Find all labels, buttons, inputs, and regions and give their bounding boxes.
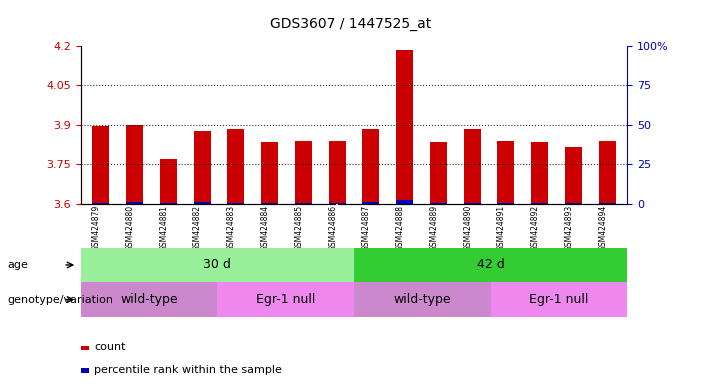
Bar [430,142,447,204]
Text: 30 d: 30 d [203,258,231,271]
Bar [362,129,379,204]
Bar [160,203,177,204]
Bar [354,282,491,317]
Text: GSM424880: GSM424880 [125,205,135,251]
Bar [81,282,217,317]
Text: Egr-1 null: Egr-1 null [529,293,589,306]
Text: GSM424881: GSM424881 [159,205,168,251]
Bar [295,203,312,204]
Bar [531,203,548,204]
Text: GSM424891: GSM424891 [497,205,506,251]
Text: age: age [7,260,28,270]
Bar [261,142,278,204]
Bar [81,248,354,282]
Bar [329,203,346,204]
Bar [396,50,413,204]
Bar [463,129,481,204]
Bar [193,202,210,204]
Text: GSM424894: GSM424894 [598,205,607,251]
Bar [227,129,245,204]
Bar [81,369,89,372]
Bar [160,159,177,204]
Text: GSM424892: GSM424892 [531,205,540,251]
Text: GSM424885: GSM424885 [294,205,304,251]
Bar [531,142,548,204]
Bar [565,203,582,204]
Bar [498,141,515,204]
Bar [193,131,210,204]
Text: GSM424890: GSM424890 [463,205,472,251]
Bar [227,203,245,204]
Text: GSM424882: GSM424882 [193,205,202,251]
Text: Egr-1 null: Egr-1 null [256,293,315,306]
Text: GSM424883: GSM424883 [227,205,236,251]
Text: GSM424888: GSM424888 [395,205,404,251]
Bar [599,203,615,204]
Text: genotype/variation: genotype/variation [7,295,113,305]
Text: wild-type: wild-type [120,293,178,306]
Bar [93,203,109,204]
Bar [491,282,627,317]
Text: GDS3607 / 1447525_at: GDS3607 / 1447525_at [270,17,431,31]
Bar [396,200,413,204]
Bar [354,248,627,282]
Text: GSM424893: GSM424893 [564,205,573,251]
Bar [126,125,143,204]
Text: GSM424889: GSM424889 [430,205,438,251]
Bar [295,141,312,204]
Bar [329,141,346,204]
Text: GSM424886: GSM424886 [328,205,337,251]
Bar [261,203,278,204]
Bar [498,203,515,204]
Bar [565,147,582,204]
Text: 42 d: 42 d [477,258,505,271]
Bar [599,141,615,204]
Text: GSM424879: GSM424879 [92,205,101,251]
Bar [93,126,109,204]
Bar [362,202,379,204]
Bar [81,346,89,350]
Bar [430,203,447,204]
Text: percentile rank within the sample: percentile rank within the sample [94,365,283,375]
Text: count: count [94,342,125,352]
Text: wild-type: wild-type [393,293,451,306]
Bar [463,203,481,204]
Bar [217,282,354,317]
Text: GSM424887: GSM424887 [362,205,371,251]
Bar [126,202,143,204]
Text: GSM424884: GSM424884 [261,205,270,251]
